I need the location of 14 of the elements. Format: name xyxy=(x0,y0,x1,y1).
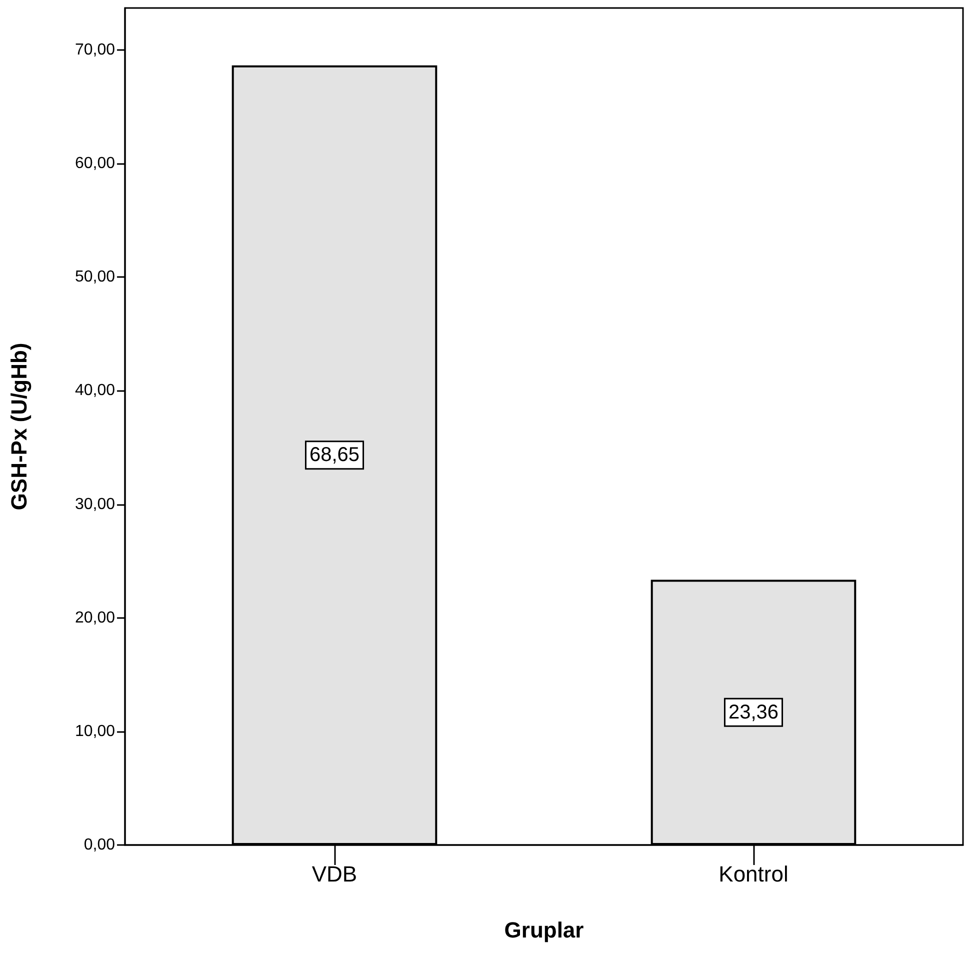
data-label: 23,36 xyxy=(728,701,779,724)
y-tick-label: 60,00 xyxy=(74,155,116,172)
x-tick-label: Kontrol xyxy=(718,862,788,886)
y-tick-label: 10,00 xyxy=(74,722,116,740)
y-tick-label: 30,00 xyxy=(74,496,116,513)
y-tick-label: 0,00 xyxy=(84,836,116,854)
y-tick-label: 40,00 xyxy=(74,382,116,400)
y-tick-label: 20,00 xyxy=(74,609,116,626)
x-tick-label: VDB xyxy=(312,862,358,886)
y-tick-label: 70,00 xyxy=(74,42,116,59)
data-label: 68,65 xyxy=(309,444,360,466)
y-axis-title: GSH-Px (U/gHb) xyxy=(6,342,32,510)
x-axis-title: Gruplar xyxy=(504,918,584,942)
y-tick-label: 50,00 xyxy=(74,268,116,286)
